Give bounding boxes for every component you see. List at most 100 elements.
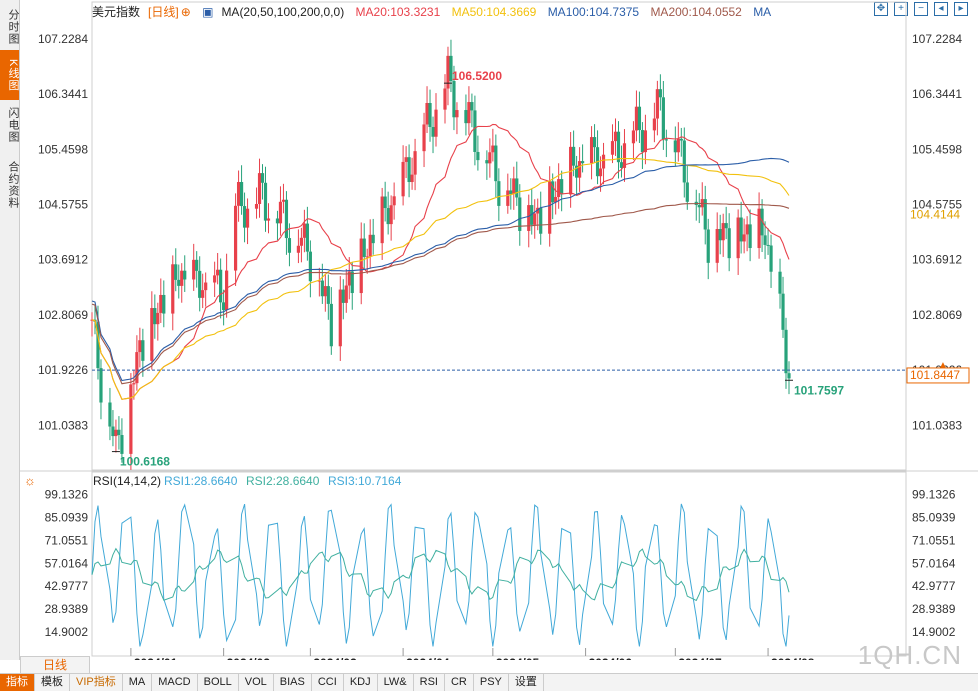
price-tick-left: 106.3441: [38, 87, 88, 101]
btab-ma[interactable]: MA: [123, 674, 153, 691]
candle-body: [347, 271, 351, 286]
candle-body: [225, 270, 229, 311]
btab-kdj[interactable]: KDJ: [344, 674, 378, 691]
rsi-pane-border: [91, 471, 907, 657]
candle-body: [410, 174, 414, 183]
candle-body: [784, 329, 788, 374]
candle-body: [539, 207, 543, 234]
candle-body: [560, 179, 564, 195]
candle-body: [530, 205, 534, 225]
candle-body: [589, 137, 594, 164]
rsi-tick-right: 28.9389: [912, 602, 956, 616]
candle-body: [380, 196, 384, 244]
rsi-legend-rsi1: RSI1:28.6640: [164, 474, 238, 488]
grid-icon[interactable]: ▣: [202, 5, 214, 19]
candle-body: [592, 137, 597, 148]
rsi-tick-right: 57.0164: [912, 556, 956, 570]
kline-chart[interactable]: 107.2284 107.2284 106.3441 106.3441 105.4598…: [0, 0, 978, 660]
candle-body: [551, 181, 555, 203]
candle-body: [407, 157, 411, 183]
candle-body: [341, 289, 345, 303]
candle-body: [446, 55, 450, 89]
candle-body: [371, 234, 375, 244]
candle-body: [368, 234, 372, 257]
sun-icon: ☼: [24, 473, 36, 488]
tab-kline[interactable]: K线图: [0, 50, 19, 100]
candle-body: [760, 208, 764, 236]
candle-body: [488, 152, 492, 164]
candle-body: [239, 182, 244, 207]
candle-body: [643, 130, 648, 153]
candle-body: [141, 340, 145, 361]
left-icon[interactable]: ◂: [934, 2, 948, 16]
btab-template[interactable]: 模板: [35, 674, 70, 691]
btab-indicator[interactable]: 指标: [0, 674, 35, 691]
candle-body: [350, 271, 354, 294]
candle-body: [494, 145, 498, 182]
btab-vip[interactable]: VIP指标: [70, 674, 123, 691]
candle-body: [622, 143, 627, 168]
candle-body: [509, 190, 513, 195]
candle-body: [108, 402, 112, 427]
btab-lw[interactable]: LW&: [378, 674, 414, 691]
side-tabs: 分时图 K线图 闪电图 合约资料: [0, 0, 20, 660]
candle-body: [682, 140, 686, 183]
candle-body: [120, 435, 124, 454]
candle-body: [655, 89, 659, 119]
right-icon[interactable]: ▸: [954, 2, 968, 16]
candle-body: [156, 312, 160, 325]
candle-body: [742, 234, 746, 242]
candle-body: [383, 196, 387, 209]
legend-ma50: MA50:104.3669: [451, 5, 537, 19]
rsi-tick-right: 14.9002: [912, 625, 956, 639]
tab-timeshare[interactable]: 分时图: [7, 9, 19, 45]
btab-vol[interactable]: VOL: [239, 674, 274, 691]
x-tick-label: 2024/03: [313, 656, 357, 660]
btab-rsi[interactable]: RSI: [414, 674, 445, 691]
candle-body: [769, 245, 773, 272]
price-tick-left: 104.5755: [38, 198, 88, 212]
candle-body: [365, 256, 369, 258]
btab-cr[interactable]: CR: [445, 674, 474, 691]
last-low-label: 101.7597: [794, 383, 844, 397]
price-tick-left: 101.9226: [38, 363, 88, 377]
btab-cci[interactable]: CCI: [312, 674, 344, 691]
candle-body: [464, 110, 468, 124]
candle-body: [548, 181, 552, 234]
candle-body: [392, 196, 396, 206]
candle-body: [685, 182, 689, 202]
btab-boll[interactable]: BOLL: [198, 674, 239, 691]
candle-body: [452, 80, 456, 118]
period-button[interactable]: 日线: [20, 656, 90, 674]
zoom-out-icon[interactable]: −: [914, 2, 928, 16]
rsi-tick-right: 99.1326: [912, 488, 956, 502]
candle-body: [787, 373, 791, 379]
x-tick-label: 2024/02: [227, 656, 271, 660]
candle-body: [781, 293, 785, 330]
high-label: 106.5200: [452, 69, 502, 83]
legend-symbol: 美元指数: [92, 5, 141, 19]
candle-body: [718, 228, 722, 241]
legend-ma20: MA20:103.3231: [355, 5, 441, 19]
candle-body: [745, 224, 749, 235]
legend-ma100: MA100:104.7375: [547, 5, 640, 19]
btab-settings[interactable]: 设置: [509, 674, 544, 691]
candle-body: [715, 228, 719, 263]
settings-icon[interactable]: ⊕: [180, 5, 191, 19]
btab-psy[interactable]: PSY: [474, 674, 509, 691]
btab-bias[interactable]: BIAS: [274, 674, 312, 691]
candle-body: [177, 279, 181, 286]
candle-body: [299, 237, 303, 246]
ma200-line: [91, 202, 790, 385]
candle-body: [664, 139, 668, 141]
btab-macd[interactable]: MACD: [152, 674, 198, 691]
candle-body: [443, 88, 447, 110]
candle-body: [329, 303, 333, 347]
candle-body: [236, 182, 241, 206]
legend-period[interactable]: [日线]: [148, 5, 179, 19]
candle-body: [455, 110, 459, 118]
tab-flash[interactable]: 闪电图: [7, 107, 19, 143]
candle-body: [601, 154, 606, 169]
candle-body: [431, 127, 435, 137]
tab-contract-info[interactable]: 合约资料: [7, 161, 19, 209]
